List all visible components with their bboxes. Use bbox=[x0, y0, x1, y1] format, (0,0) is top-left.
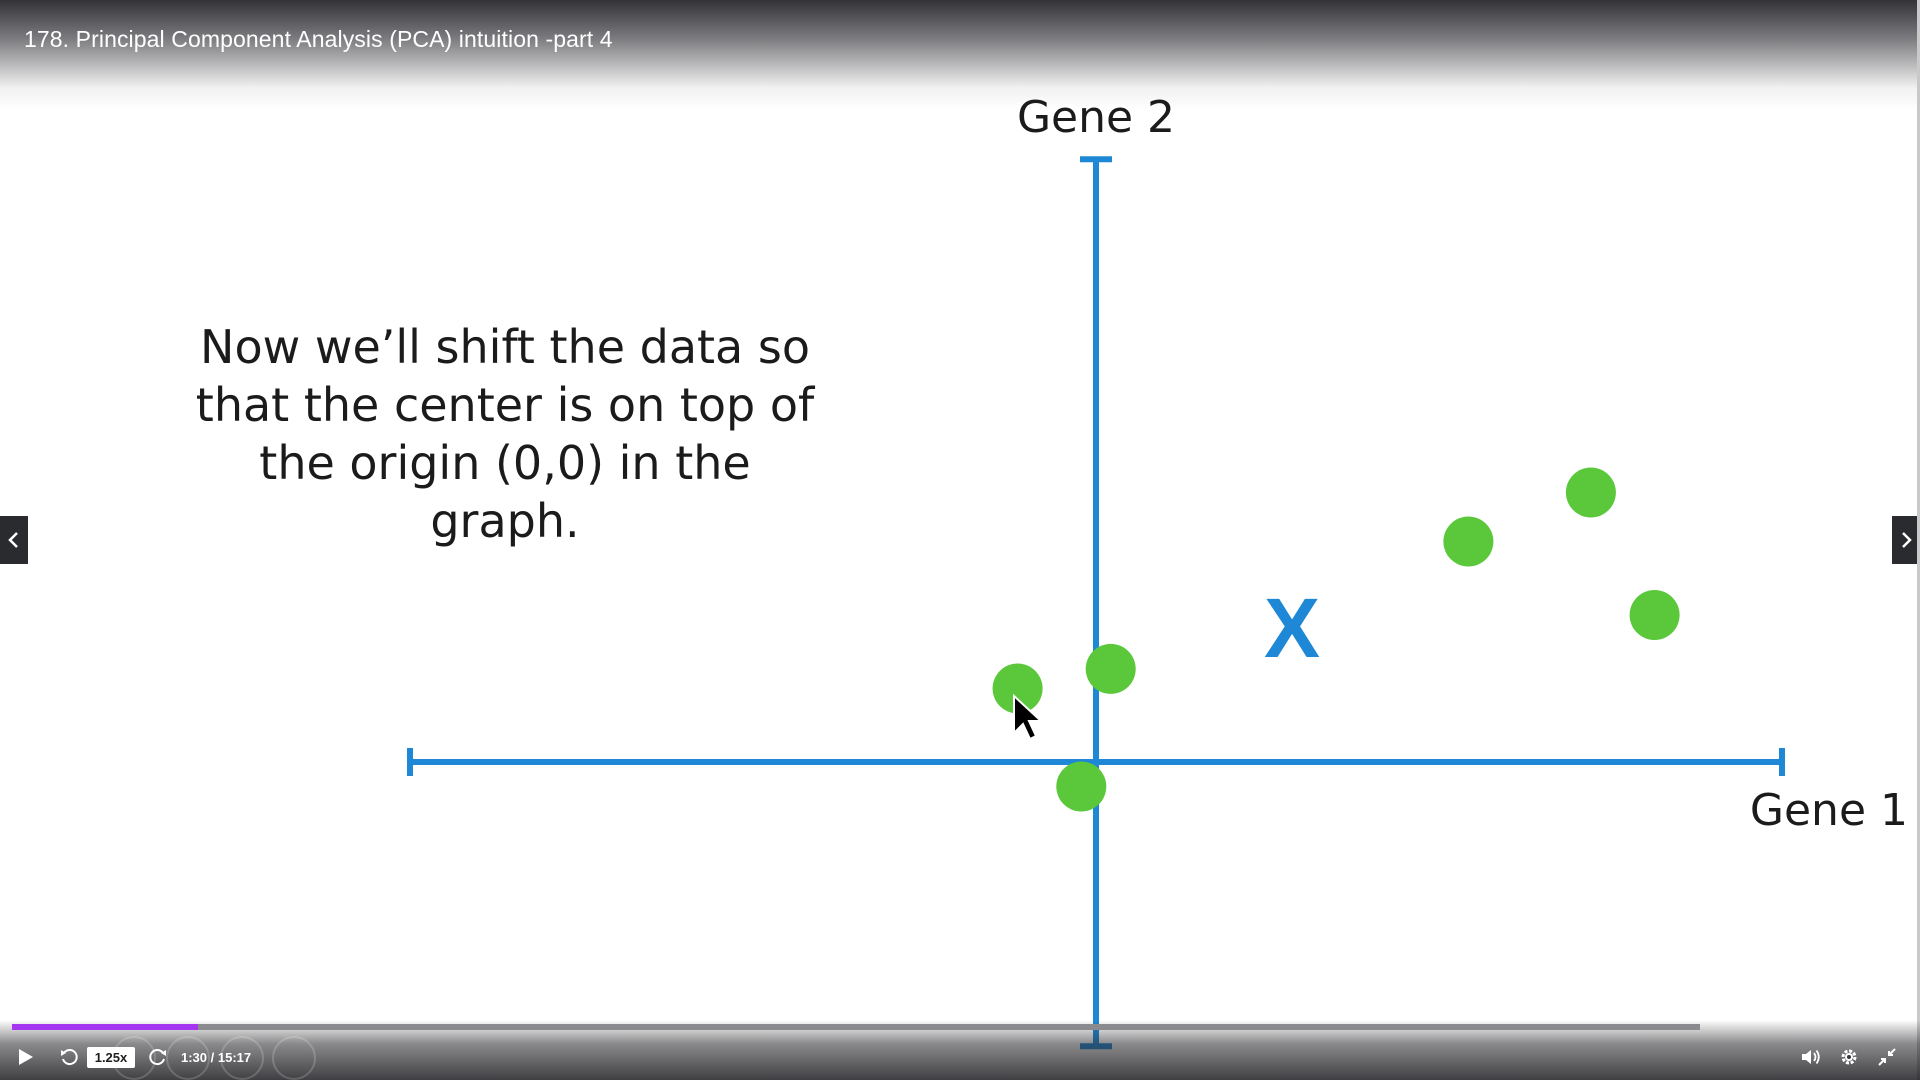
y-axis-label: Gene 2 bbox=[1017, 92, 1175, 143]
gear-icon bbox=[1841, 1049, 1857, 1065]
chevron-right-icon bbox=[1902, 532, 1912, 548]
overlay-control-ghost bbox=[112, 1036, 156, 1080]
progress-bar[interactable] bbox=[12, 1024, 1700, 1030]
video-title: 178. Principal Component Analysis (PCA) … bbox=[24, 26, 613, 52]
mouse-cursor-icon bbox=[1013, 693, 1044, 741]
play-icon bbox=[19, 1049, 33, 1065]
data-point bbox=[1629, 590, 1680, 640]
collapse-icon bbox=[1878, 1048, 1896, 1066]
scrollbar[interactable] bbox=[1917, 0, 1920, 1080]
data-point bbox=[1565, 467, 1616, 518]
data-point bbox=[1056, 761, 1107, 812]
chevron-left-icon bbox=[8, 532, 18, 548]
video-control-bar bbox=[0, 1020, 1920, 1080]
center-marker: X bbox=[1264, 581, 1320, 675]
x-axis-label: Gene 1 bbox=[1750, 785, 1908, 836]
data-point bbox=[1443, 516, 1494, 567]
overlay-control-ghost bbox=[272, 1036, 316, 1080]
data-point bbox=[992, 663, 1043, 714]
data-point bbox=[1085, 643, 1136, 694]
volume-button[interactable] bbox=[1796, 1042, 1826, 1072]
rewind-button[interactable] bbox=[54, 1042, 84, 1072]
rewind-icon bbox=[61, 1049, 78, 1066]
volume-icon bbox=[1802, 1049, 1820, 1065]
progress-fill bbox=[12, 1024, 198, 1030]
slide-text-line: the origin (0,0) in the graph. bbox=[259, 436, 751, 548]
overlay-control-ghost bbox=[220, 1036, 264, 1080]
slide-text-line: Now we’ll shift the data so bbox=[200, 320, 810, 374]
exit-fullscreen-button[interactable] bbox=[1872, 1042, 1902, 1072]
slide-text-line: that the center is on top of bbox=[195, 378, 815, 432]
settings-button[interactable] bbox=[1834, 1042, 1864, 1072]
slide-text: Now we’ll shift the data so that the cen… bbox=[190, 318, 820, 550]
next-lecture-button[interactable] bbox=[1892, 516, 1920, 564]
previous-lecture-button[interactable] bbox=[0, 516, 28, 564]
overlay-control-ghost bbox=[166, 1036, 210, 1080]
play-button[interactable] bbox=[10, 1042, 40, 1072]
video-header: 178. Principal Component Analysis (PCA) … bbox=[0, 0, 1920, 110]
